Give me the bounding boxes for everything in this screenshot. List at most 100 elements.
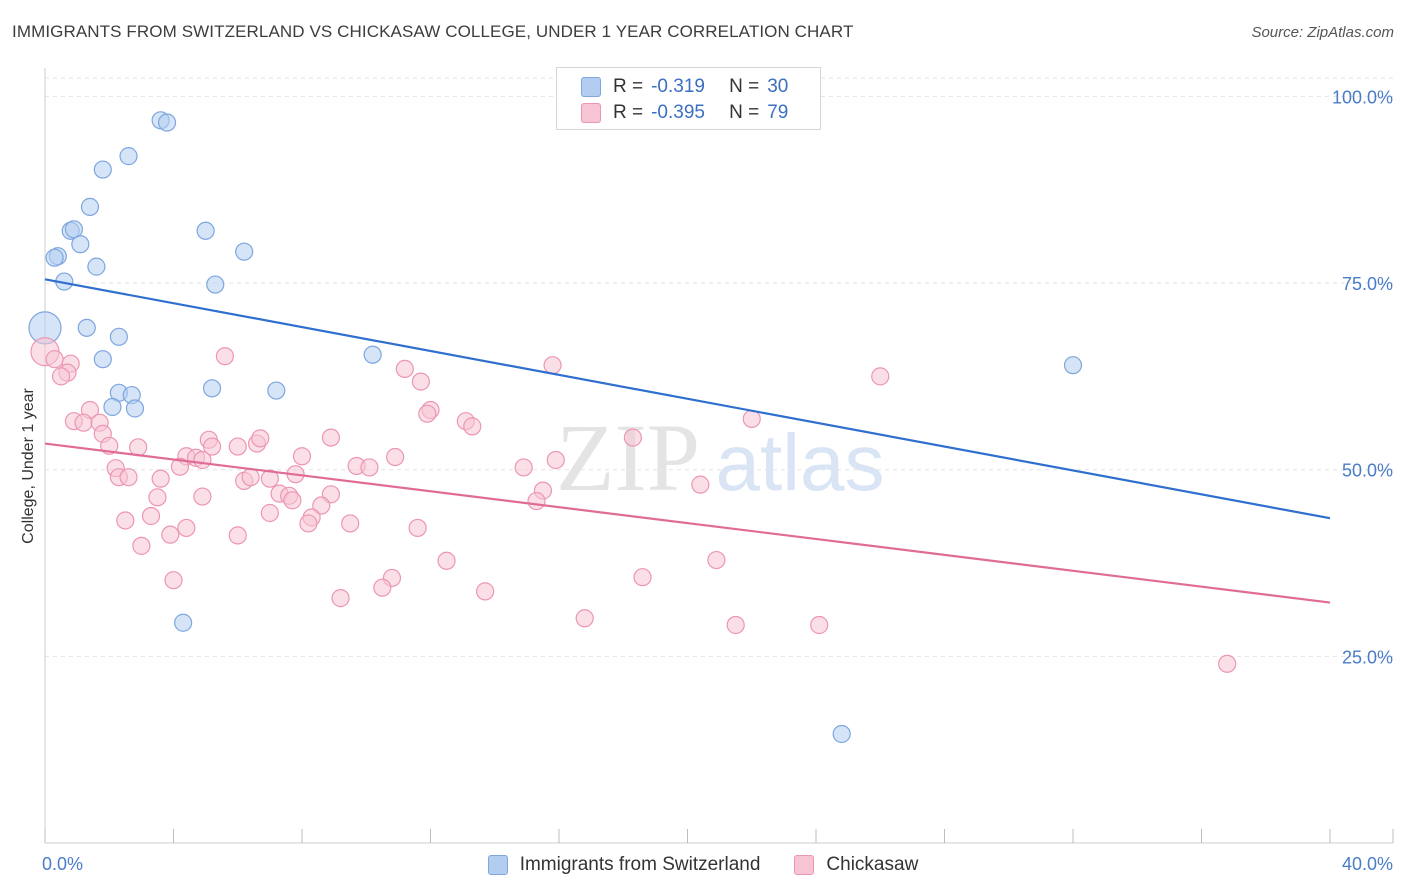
legend-label: Immigrants from Switzerland — [519, 854, 761, 875]
point-chickasaw — [45, 350, 64, 369]
x-tick-label-max: 40.0% — [1342, 854, 1393, 874]
point-switzerland — [206, 275, 225, 294]
point-chickasaw — [871, 367, 890, 386]
point-chickasaw — [331, 589, 350, 608]
point-switzerland — [267, 381, 286, 400]
point-chickasaw — [164, 571, 183, 590]
point-chickasaw — [408, 518, 427, 538]
point-switzerland — [363, 345, 382, 364]
point-chickasaw — [148, 488, 167, 507]
point-chickasaw — [151, 469, 170, 488]
point-chickasaw — [312, 496, 331, 515]
zipatlas-watermark: ZIP atlas — [556, 404, 884, 511]
point-switzerland — [80, 197, 100, 216]
legend-item-switzerland: Immigrants from Switzerland — [487, 852, 761, 878]
point-chickasaw — [321, 428, 341, 447]
point-switzerland — [87, 257, 106, 276]
point-chickasaw — [726, 615, 745, 635]
point-chickasaw — [707, 550, 726, 570]
point-switzerland — [125, 399, 145, 418]
swatch-pink — [581, 103, 601, 123]
point-switzerland — [119, 147, 138, 166]
point-switzerland — [77, 318, 96, 337]
point-chickasaw — [177, 518, 196, 538]
point-chickasaw — [132, 536, 151, 555]
point-chickasaw — [575, 609, 594, 628]
point-chickasaw — [633, 568, 652, 587]
point-chickasaw — [810, 615, 829, 635]
point-chickasaw — [411, 372, 430, 391]
point-chickasaw — [283, 491, 302, 510]
point-switzerland — [71, 235, 90, 254]
stats-legend: R = -0.319 N = 30 R = -0.395 N = 79 — [556, 67, 821, 130]
y-tick-label: 50.0% — [1342, 461, 1393, 481]
legend-item-chickasaw: Chickasaw — [794, 852, 918, 878]
chart-title: IMMIGRANTS FROM SWITZERLAND VS CHICKASAW… — [12, 22, 854, 41]
point-switzerland — [157, 113, 177, 132]
point-chickasaw — [691, 475, 710, 494]
n-value: 30 — [767, 76, 789, 97]
y-tick-labels: 25.0% 50.0% 75.0% 100.0% — [1332, 87, 1393, 667]
swatch-pink — [794, 855, 815, 875]
point-chickasaw — [161, 525, 180, 544]
point-chickasaw — [116, 511, 135, 530]
point-switzerland — [174, 613, 193, 632]
y-tick-label: 100.0% — [1332, 87, 1393, 107]
point-chickasaw — [476, 582, 495, 601]
point-switzerland — [202, 379, 222, 398]
point-chickasaw — [119, 468, 138, 487]
point-chickasaw — [228, 437, 247, 456]
point-switzerland — [832, 724, 851, 744]
point-chickasaw — [527, 491, 546, 511]
series-legend: Immigrants from Switzerland Chickasaw — [0, 852, 1406, 878]
point-chickasaw — [193, 487, 212, 506]
point-chickasaw — [1218, 654, 1237, 673]
r-label: R = — [613, 102, 644, 123]
point-chickasaw — [543, 356, 562, 375]
watermark-zip: ZIP — [556, 404, 700, 511]
y-axis-label: College, Under 1 year — [20, 388, 37, 544]
n-label: N = — [729, 102, 760, 123]
swatch-blue — [581, 77, 601, 97]
legend-label: Chickasaw — [826, 854, 919, 875]
point-chickasaw — [299, 514, 318, 533]
point-chickasaw — [260, 503, 279, 523]
point-chickasaw — [386, 447, 405, 467]
x-tick-label-min: 0.0% — [42, 854, 83, 874]
point-switzerland — [93, 160, 112, 179]
point-chickasaw — [129, 438, 148, 457]
point-chickasaw — [360, 458, 379, 477]
stats-row-switzerland: R = -0.319 N = 30 — [581, 75, 788, 99]
stats-row-chickasaw: R = -0.395 N = 79 — [581, 101, 788, 125]
y-tick-label: 25.0% — [1342, 647, 1393, 667]
point-chickasaw — [418, 404, 437, 423]
axes — [44, 68, 1394, 844]
n-label: N = — [729, 76, 760, 97]
data-points — [28, 85, 1237, 744]
watermark-atlas: atlas — [716, 418, 885, 507]
point-chickasaw — [514, 458, 533, 477]
point-switzerland — [109, 327, 128, 346]
point-chickasaw — [292, 447, 312, 466]
point-chickasaw — [463, 417, 482, 436]
point-chickasaw — [74, 413, 93, 432]
gridlines — [45, 77, 1393, 657]
point-chickasaw — [51, 367, 71, 386]
point-chickasaw — [202, 437, 222, 456]
point-switzerland — [1063, 356, 1083, 375]
point-chickasaw — [228, 526, 247, 545]
n-value: 79 — [767, 102, 789, 123]
r-value: -0.395 — [651, 102, 705, 123]
point-chickasaw — [170, 457, 190, 476]
y-tick-label: 75.0% — [1342, 274, 1393, 294]
r-value: -0.319 — [651, 76, 705, 97]
point-switzerland — [45, 248, 64, 267]
point-chickasaw — [260, 469, 279, 488]
trend-line-switzerland — [44, 278, 1331, 520]
source-label: Source: ZipAtlas.com — [1251, 24, 1394, 41]
point-chickasaw — [193, 450, 212, 470]
point-chickasaw — [742, 409, 761, 429]
point-switzerland — [235, 242, 254, 261]
point-chickasaw — [241, 468, 260, 487]
